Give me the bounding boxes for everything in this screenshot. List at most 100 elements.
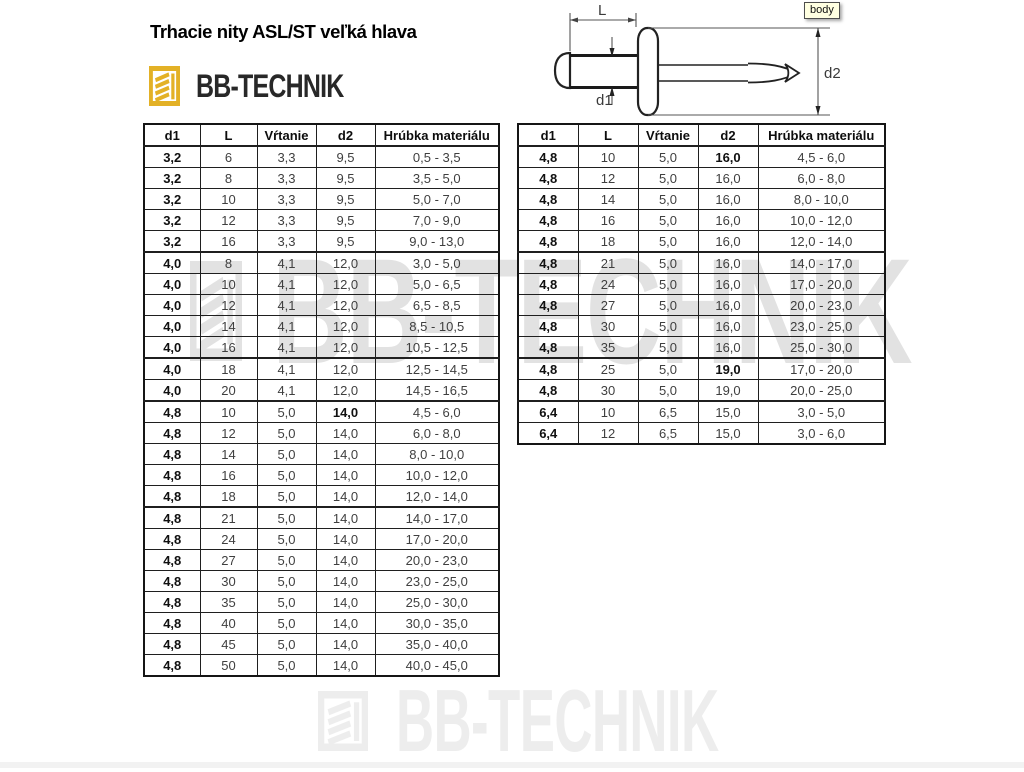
cell-d1: 4,0 (143, 379, 201, 402)
cell-d1: 3,2 (143, 209, 201, 231)
cell-hrubka: 0,5 - 3,5 (374, 145, 500, 168)
cell-d1: 4,8 (517, 230, 579, 253)
cell-d1: 4,0 (143, 357, 201, 380)
cell-d1: 4,8 (517, 379, 579, 402)
cell-d1: 4,8 (517, 273, 579, 295)
cell-d1: 4,8 (143, 422, 201, 444)
cell-d1: 3,2 (143, 167, 201, 189)
cell-hrubka: 12,0 - 14,0 (757, 230, 886, 253)
cell-vrtanie: 5,0 (256, 506, 317, 529)
cell-vrtanie: 5,0 (256, 654, 317, 677)
cell-d1: 4,8 (143, 570, 201, 592)
cell-d2: 14,0 (315, 443, 376, 465)
table-row: 4,8 35 5,0 14,0 25,0 - 30,0 (143, 591, 500, 613)
spec-table-right: d1 L Vŕtanie d2 Hrúbka materiálu 4,8 10 5,0 16,… (517, 123, 886, 445)
cell-d2: 16,0 (697, 188, 759, 210)
table-row: 4,8 16 5,0 16,0 10,0 - 12,0 (517, 209, 886, 231)
cell-d1: 4,8 (143, 612, 201, 634)
table-row: 4,8 18 5,0 16,0 12,0 - 14,0 (517, 230, 886, 253)
cell-d1: 4,8 (517, 209, 579, 231)
table-row: 4,0 18 4,1 12,0 12,5 - 14,5 (143, 357, 500, 380)
table-row: 4,8 35 5,0 16,0 25,0 - 30,0 (517, 336, 886, 359)
cell-d1: 4,8 (517, 145, 579, 168)
column-header-hrubka: Hrúbka materiálu (757, 123, 886, 147)
cell-vrtanie: 5,0 (256, 485, 317, 508)
table-row: 3,2 8 3,3 9,5 3,5 - 5,0 (143, 167, 500, 189)
table-row: 4,8 25 5,0 19,0 17,0 - 20,0 (517, 357, 886, 380)
cell-vrtanie: 3,3 (256, 167, 317, 189)
page-title: Trhacie nity ASL/ST veľká hlava (150, 21, 417, 42)
cell-hrubka: 17,0 - 20,0 (757, 273, 886, 295)
cell-d2: 14,0 (315, 549, 376, 571)
table-row: 4,8 30 5,0 14,0 23,0 - 25,0 (143, 570, 500, 592)
cell-hrubka: 14,5 - 16,5 (374, 379, 500, 402)
column-header-d2: d2 (315, 123, 376, 147)
watermark-logo-icon (318, 691, 368, 751)
cell-vrtanie: 4,1 (256, 336, 317, 359)
table-row: 4,8 27 5,0 14,0 20,0 - 23,0 (143, 549, 500, 571)
cell-d2: 14,0 (315, 422, 376, 444)
cell-d1: 4,8 (143, 591, 201, 613)
cell-d2: 9,5 (315, 145, 376, 168)
cell-hrubka: 3,0 - 5,0 (374, 251, 500, 274)
cell-l: 16 (199, 464, 258, 486)
cell-d1: 4,8 (517, 315, 579, 337)
cell-l: 10 (199, 400, 258, 423)
table-row: 4,8 50 5,0 14,0 40,0 - 45,0 (143, 654, 500, 677)
cell-l: 10 (577, 400, 639, 423)
cell-hrubka: 17,0 - 20,0 (757, 357, 886, 380)
body-tooltip: body (804, 2, 840, 19)
cell-hrubka: 3,0 - 5,0 (757, 400, 886, 423)
table-row: 4,0 12 4,1 12,0 6,5 - 8,5 (143, 294, 500, 316)
cell-hrubka: 12,5 - 14,5 (374, 357, 500, 380)
cell-hrubka: 20,0 - 25,0 (757, 379, 886, 402)
cell-vrtanie: 5,0 (637, 273, 699, 295)
table-row: 4,8 10 5,0 16,0 4,5 - 6,0 (517, 145, 886, 168)
cell-vrtanie: 5,0 (256, 591, 317, 613)
cell-hrubka: 4,5 - 6,0 (374, 400, 500, 423)
cell-vrtanie: 5,0 (637, 230, 699, 253)
cell-l: 16 (199, 230, 258, 253)
cell-l: 12 (199, 422, 258, 444)
cell-d1: 3,2 (143, 230, 201, 253)
cell-l: 12 (577, 422, 639, 445)
table-row: 3,2 10 3,3 9,5 5,0 - 7,0 (143, 188, 500, 210)
cell-hrubka: 25,0 - 30,0 (757, 336, 886, 359)
cell-hrubka: 35,0 - 40,0 (374, 633, 500, 655)
cell-hrubka: 3,0 - 6,0 (757, 422, 886, 445)
cell-d1: 3,2 (143, 145, 201, 168)
cell-l: 27 (199, 549, 258, 571)
cell-l: 18 (199, 357, 258, 380)
table-row: 4,8 30 5,0 19,0 20,0 - 25,0 (517, 379, 886, 402)
cell-d2: 9,5 (315, 188, 376, 210)
spec-table-left: d1 L Vŕtanie d2 Hrúbka materiálu 3,2 6 3,3 9,5 0… (143, 123, 500, 677)
cell-d2: 9,5 (315, 167, 376, 189)
cell-l: 6 (199, 145, 258, 168)
cell-vrtanie: 5,0 (637, 379, 699, 402)
cell-vrtanie: 5,0 (256, 443, 317, 465)
cell-vrtanie: 5,0 (637, 145, 699, 168)
cell-d2: 16,0 (697, 315, 759, 337)
cell-hrubka: 7,0 - 9,0 (374, 209, 500, 231)
cell-vrtanie: 4,1 (256, 273, 317, 295)
table-row: 3,2 12 3,3 9,5 7,0 - 9,0 (143, 209, 500, 231)
cell-d1: 4,8 (517, 336, 579, 359)
cell-d2: 12,0 (315, 379, 376, 402)
cell-d1: 4,8 (143, 443, 201, 465)
cell-hrubka: 20,0 - 23,0 (374, 549, 500, 571)
cell-d2: 16,0 (697, 273, 759, 295)
cell-l: 10 (199, 188, 258, 210)
cell-d1: 6,4 (517, 422, 579, 445)
table-row: 4,8 18 5,0 14,0 12,0 - 14,0 (143, 485, 500, 508)
cell-d2: 16,0 (697, 251, 759, 274)
column-header-d1: d1 (143, 123, 201, 147)
cell-vrtanie: 5,0 (256, 549, 317, 571)
table-row: 4,0 10 4,1 12,0 5,0 - 6,5 (143, 273, 500, 295)
cell-d1: 4,0 (143, 315, 201, 337)
cell-d1: 4,8 (517, 251, 579, 274)
cell-d2: 14,0 (315, 570, 376, 592)
cell-hrubka: 9,0 - 13,0 (374, 230, 500, 253)
table-row: 4,8 21 5,0 14,0 14,0 - 17,0 (143, 506, 500, 529)
cell-d1: 4,8 (143, 633, 201, 655)
cell-hrubka: 8,0 - 10,0 (757, 188, 886, 210)
